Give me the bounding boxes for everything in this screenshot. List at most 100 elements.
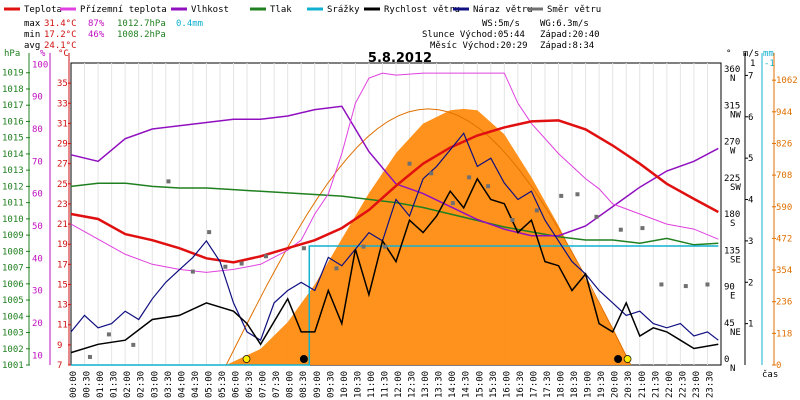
axis-hpa-tick: 1001 (2, 361, 24, 371)
moon-set-marker (242, 355, 251, 363)
info-block: WS:5m/s WG:6.3m/s Slunce Východ:05:44 Zá… (422, 19, 600, 51)
axis-c-tick: 19 (57, 240, 68, 250)
x-tick-label: 02:30 (137, 371, 147, 398)
axis-pct-tick: 50 (32, 222, 43, 232)
stat-min-press: 1008.2hPa (117, 30, 166, 40)
x-tick-label: 06:00 (232, 371, 242, 398)
axis-hpa-tick: 1017 (2, 101, 24, 111)
axes: hPa% °C1001100210031004100510061007100810… (2, 49, 798, 374)
x-tick-label: 17:00 (529, 371, 539, 398)
x-tick-label: 01:00 (96, 371, 106, 398)
plot-area (70, 72, 719, 366)
axis-pct-tick: 100 (32, 60, 48, 70)
stat-max-label: max (24, 19, 41, 29)
axis-dir-label: ° (726, 49, 731, 59)
x-tick-label: 05:30 (218, 371, 228, 398)
series-smer-point (467, 175, 472, 180)
x-tick-label: 08:30 (299, 371, 309, 398)
x-tick-label: 20:30 (624, 371, 634, 398)
axis-hpa-tick: 1012 (2, 182, 24, 192)
series-smer-point (190, 269, 195, 274)
legend-label-4: Srážky (327, 5, 360, 15)
x-tick-label: 14:00 (448, 371, 458, 398)
axis-ms-tick: 6 (748, 113, 753, 123)
legend-label-2: Vlhkost (191, 5, 229, 15)
series-smer-point (618, 227, 623, 232)
axis-pct-tick: 20 (32, 319, 43, 329)
series-smer-point (301, 246, 306, 251)
axis-dir-tick: 360 (724, 65, 740, 75)
series-smer-point (207, 230, 212, 235)
x-tick-label: 00:30 (83, 371, 93, 398)
marker-black (299, 355, 308, 363)
info-moon: Měsíc Východ:20:29 (430, 41, 528, 51)
series-smer-point (640, 226, 645, 231)
x-tick-label: 08:00 (286, 371, 296, 398)
series-smer-point (264, 254, 268, 259)
stat-max-rain: 0.4mm (176, 19, 203, 29)
axis-hpa-label: hPa (4, 49, 20, 59)
axis-ms-tick: 2 (748, 278, 753, 288)
legend: Teplota Přízemní teplota Vlhkost Tlak Srážky… (4, 5, 601, 15)
x-tick-label: 13:00 (421, 371, 431, 398)
x-tick-label: 09:30 (326, 371, 336, 398)
series-smer-point (534, 208, 539, 213)
x-tick-label: 11:00 (367, 371, 377, 398)
series-smer-point (683, 284, 688, 289)
axis-wm2-tick: 590 (776, 203, 792, 213)
stat-min-hum: 46% (88, 30, 105, 40)
series-smer-point (383, 244, 388, 249)
moon-rise-marker (623, 355, 632, 363)
chart-title: 5.8.2012 (368, 51, 432, 66)
info-sun: Slunce Východ:05:44 (422, 30, 525, 40)
axis-wm2-tick: 354 (776, 266, 792, 276)
axis-c-tick: 15 (57, 280, 68, 290)
axis-wm2-tick: 1062 (776, 76, 798, 86)
info-ws: WS:5m/s (482, 19, 520, 29)
series-prizemni-teplota (70, 72, 719, 273)
axis-hpa-tick: 1007 (2, 264, 24, 274)
series-smer-point (575, 192, 580, 197)
series-smer-point (486, 184, 491, 189)
x-tick-label: 04:00 (177, 371, 187, 398)
x-tick-label: 06:30 (245, 371, 255, 398)
axis-hpa-tick: 1009 (2, 231, 24, 241)
axis-ms-tick: 1 (748, 320, 753, 330)
series-smer-point (223, 264, 228, 269)
axis-dir-tick: 45 (724, 319, 735, 329)
x-tick-label: 03:30 (164, 371, 174, 398)
series-smer-point (131, 342, 136, 347)
axis-c-tick: 17 (57, 260, 68, 270)
series-smer-point (166, 179, 171, 184)
series-smer-point (705, 282, 710, 287)
axis-pct-tick: 80 (32, 125, 43, 135)
axis-hpa-tick: 1016 (2, 117, 24, 127)
axis-hpa-tick: 1014 (2, 150, 24, 160)
stat-min-temp: 17.2°C (44, 30, 77, 40)
axis-c-tick: 33 (57, 99, 68, 109)
axis-c-tick: 9 (57, 341, 62, 351)
axis-dir-tick: 180 (724, 210, 740, 220)
axis-dir-tick: 90 (724, 283, 735, 293)
axis-dir-name: NW (730, 110, 741, 120)
series-smer-point (510, 218, 515, 223)
axis-c-tick: 21 (57, 220, 68, 230)
axis-hpa-tick: 1010 (2, 215, 24, 225)
stat-avg-label: avg (24, 41, 40, 51)
x-tick-label: 15:30 (489, 371, 499, 398)
x-tick-label: 01:30 (110, 371, 120, 398)
x-tick-label: 12:30 (408, 371, 418, 398)
axis-dir-name: N (730, 364, 735, 374)
x-tick-label: 09:00 (313, 371, 323, 398)
axis-c-tick: 25 (57, 180, 68, 190)
x-tick-label: 18:30 (570, 371, 580, 398)
legend-label-5: Rychlost větru (384, 5, 460, 15)
axis-pct-tick: 60 (32, 190, 43, 200)
x-tick-label: 12:00 (394, 371, 404, 398)
stat-max-hum: 87% (88, 19, 105, 29)
axis-wm2-tick: 236 (776, 298, 792, 308)
axis-pct-tick: 10 (32, 351, 43, 361)
x-tick-label: 07:30 (272, 371, 282, 398)
x-tick-label: 17:30 (543, 371, 553, 398)
info-moon-set: Západ:8:34 (540, 41, 594, 51)
